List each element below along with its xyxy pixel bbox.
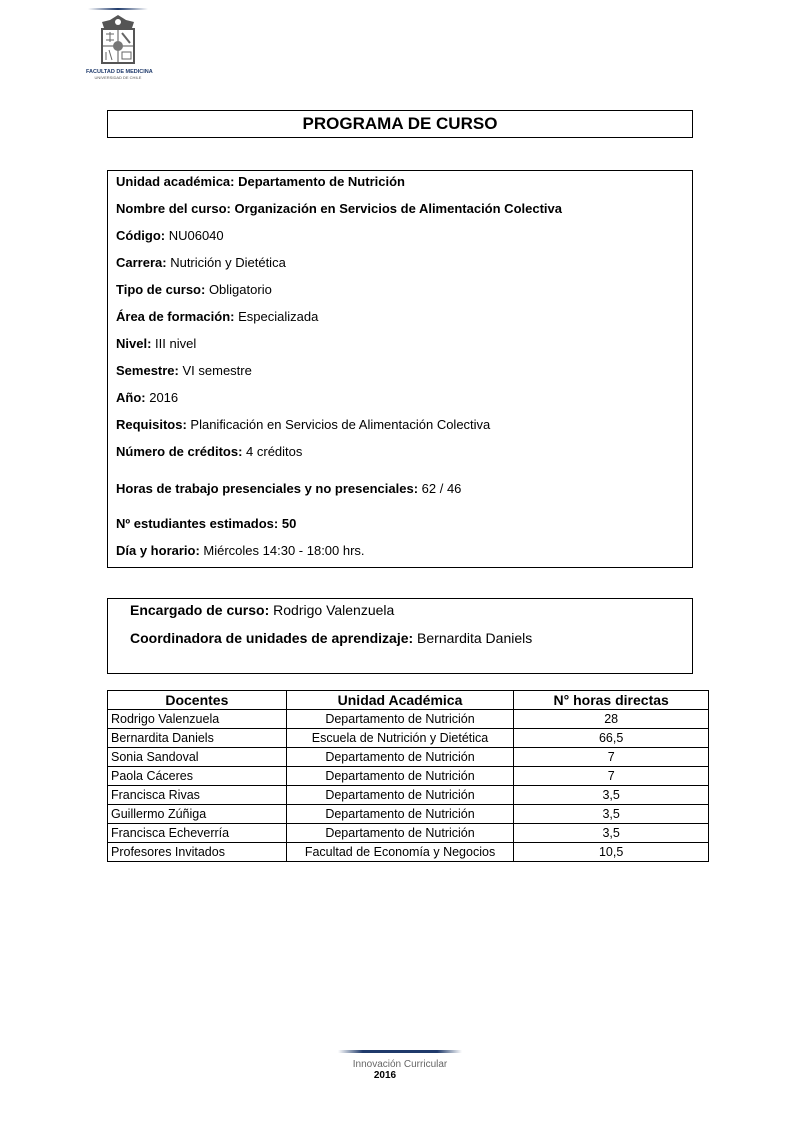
field-value: Nutrición y Dietética <box>166 255 286 270</box>
cell-unidad: Departamento de Nutrición <box>285 709 515 729</box>
cell-docente: Bernardita Daniels <box>107 728 287 748</box>
cell-docente: Profesores Invitados <box>107 842 287 862</box>
footer-year: 2016 <box>373 1070 397 1081</box>
cell-unidad: Departamento de Nutrición <box>285 785 515 805</box>
field-value: Departamento de Nutrición <box>234 174 405 189</box>
field-label: Área de formación: <box>116 309 235 324</box>
cell-docente: Rodrigo Valenzuela <box>107 709 287 729</box>
table-row: Paola Cáceres Departamento de Nutrición 7 <box>107 766 709 786</box>
field-label: Año: <box>116 390 146 405</box>
info-field: Área de formación: Especializada <box>116 309 318 324</box>
header-docentes: Docentes <box>107 690 287 710</box>
cell-unidad: Departamento de Nutrición <box>285 747 515 767</box>
info-field: Código: NU06040 <box>116 228 224 243</box>
footer-bar <box>338 1050 462 1053</box>
university-seal-icon <box>101 15 135 64</box>
table-row: Guillermo Zúñiga Departamento de Nutrició… <box>107 804 709 824</box>
table-row: Francisca Echeverría Departamento de Nutr… <box>107 823 709 843</box>
header-unidad: Unidad Académica <box>285 690 515 710</box>
field-value: Planificación en Servicios de Alimentaci… <box>186 417 491 432</box>
table-row: Profesores Invitados Facultad de Economía… <box>107 842 709 862</box>
info-field: Número de créditos: 4 créditos <box>116 444 302 459</box>
cell-unidad: Facultad de Economía y Negocios <box>285 842 515 862</box>
field-label: Encargado de curso: <box>130 602 270 618</box>
course-info-box: Unidad académica: Departamento de Nutric… <box>107 170 693 568</box>
course-staff-box: Encargado de curso: Rodrigo Valenzuela C… <box>107 598 693 674</box>
cell-docente: Francisca Rivas <box>107 785 287 805</box>
field-label: Nombre del curso: <box>116 201 231 216</box>
course-manager: Encargado de curso: Rodrigo Valenzuela <box>130 602 394 618</box>
cell-unidad: Escuela de Nutrición y Dietética <box>285 728 515 748</box>
field-label: Horas de trabajo presenciales y no prese… <box>116 481 419 496</box>
table-row: Francisca Rivas Departamento de Nutrición… <box>107 785 709 805</box>
cell-horas: 3,5 <box>513 785 709 805</box>
cell-horas: 28 <box>513 709 709 729</box>
field-value: VI semestre <box>178 363 252 378</box>
info-field: Tipo de curso: Obligatorio <box>116 282 272 297</box>
cell-unidad: Departamento de Nutrición <box>285 823 515 843</box>
field-label: Código: <box>116 228 166 243</box>
teachers-table: Docentes Unidad Académica N° horas direc… <box>107 690 709 862</box>
field-value: Bernardita Daniels <box>413 630 533 646</box>
field-label: Semestre: <box>116 363 179 378</box>
cell-horas: 3,5 <box>513 823 709 843</box>
field-label: Número de créditos: <box>116 444 243 459</box>
info-field: Nivel: III nivel <box>116 336 196 351</box>
field-value: Especializada <box>234 309 319 324</box>
footer-text: Innovación Curricular <box>352 1059 448 1070</box>
field-value: Rodrigo Valenzuela <box>269 602 395 618</box>
field-label: Nivel: <box>116 336 152 351</box>
field-value: 62 / 46 <box>418 481 462 496</box>
field-value: 4 créditos <box>242 444 303 459</box>
table-row: Rodrigo Valenzuela Departamento de Nutric… <box>107 709 709 729</box>
cell-unidad: Departamento de Nutrición <box>285 766 515 786</box>
cell-unidad: Departamento de Nutrición <box>285 804 515 824</box>
info-field: Carrera: Nutrición y Dietética <box>116 255 286 270</box>
cell-horas: 3,5 <box>513 804 709 824</box>
field-value: III nivel <box>151 336 197 351</box>
cell-horas: 66,5 <box>513 728 709 748</box>
info-field: Unidad académica: Departamento de Nutric… <box>116 174 405 189</box>
info-field: Año: 2016 <box>116 390 178 405</box>
cell-horas: 7 <box>513 766 709 786</box>
table-header-row: Docentes Unidad Académica N° horas direc… <box>107 690 709 710</box>
field-label: Carrera: <box>116 255 167 270</box>
field-label: Nº estudiantes estimados: <box>116 516 279 531</box>
info-field: Nombre del curso: Organización en Servic… <box>116 201 562 216</box>
learning-units-coordinator: Coordinadora de unidades de aprendizaje:… <box>130 630 532 646</box>
header-horas: N° horas directas <box>513 690 709 710</box>
field-value: NU06040 <box>165 228 224 243</box>
field-label: Coordinadora de unidades de aprendizaje: <box>130 630 414 646</box>
logo-text-university: UNIVERSIDAD DE CHILE <box>94 75 142 80</box>
page-title: PROGRAMA DE CURSO <box>107 110 693 138</box>
field-value: 2016 <box>145 390 179 405</box>
table-row: Bernardita Daniels Escuela de Nutrición y… <box>107 728 709 748</box>
field-value: Miércoles 14:30 - 18:00 hrs. <box>199 543 365 558</box>
cell-docente: Francisca Echeverría <box>107 823 287 843</box>
table-row: Sonia Sandoval Departamento de Nutrición 7 <box>107 747 709 767</box>
cell-horas: 7 <box>513 747 709 767</box>
info-field: Nº estudiantes estimados: 50 <box>116 516 296 531</box>
logo-bar <box>88 8 148 10</box>
info-field: Horas de trabajo presenciales y no prese… <box>116 481 461 496</box>
cell-docente: Sonia Sandoval <box>107 747 287 767</box>
info-field: Requisitos: Planificación en Servicios d… <box>116 417 490 432</box>
cell-horas: 10,5 <box>513 842 709 862</box>
logo-text-faculty: FACULTAD DE MEDICINA <box>86 69 153 75</box>
field-value: Organización en Servicios de Alimentació… <box>230 201 562 216</box>
field-label: Tipo de curso: <box>116 282 206 297</box>
faculty-logo: FACULTAD DE MEDICINA UNIVERSIDAD DE CHIL… <box>86 8 153 98</box>
info-field: Semestre: VI semestre <box>116 363 252 378</box>
cell-docente: Guillermo Zúñiga <box>107 804 287 824</box>
cell-docente: Paola Cáceres <box>107 766 287 786</box>
field-label: Unidad académica: <box>116 174 235 189</box>
field-value: Obligatorio <box>205 282 272 297</box>
field-value: 50 <box>278 516 297 531</box>
footer-logo: Innovación Curricular 2016 <box>338 1050 462 1081</box>
field-label: Día y horario: <box>116 543 200 558</box>
info-field: Día y horario: Miércoles 14:30 - 18:00 h… <box>116 543 365 558</box>
field-label: Requisitos: <box>116 417 187 432</box>
